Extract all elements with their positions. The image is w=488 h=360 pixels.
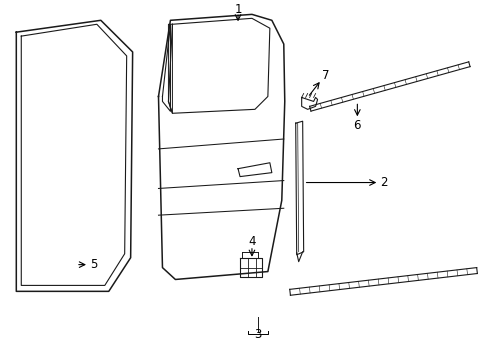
Text: 4: 4	[248, 235, 255, 248]
Text: 2: 2	[380, 176, 387, 189]
Text: 7: 7	[321, 69, 328, 82]
Text: 5: 5	[90, 258, 97, 271]
Text: 6: 6	[353, 119, 360, 132]
Text: 1: 1	[234, 3, 241, 16]
Text: 3: 3	[254, 328, 261, 341]
